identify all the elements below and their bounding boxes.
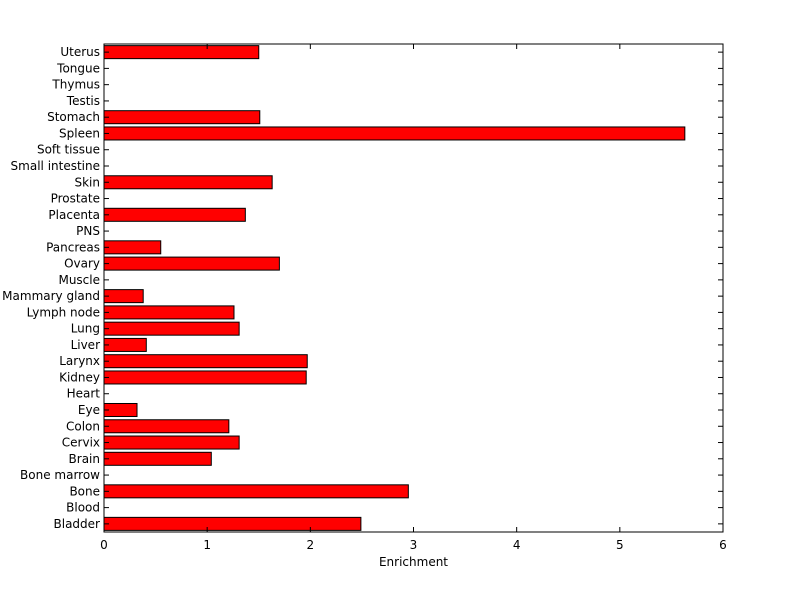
y-tick-label-colon: Colon <box>66 419 100 433</box>
bar-lung <box>103 321 240 336</box>
y-tick-label-larynx: Larynx <box>59 354 100 368</box>
y-tick-label-placenta: Placenta <box>48 208 100 222</box>
bar-placenta <box>103 207 246 222</box>
bar-cervix <box>103 435 240 450</box>
bar-brain <box>103 451 212 466</box>
bar-ovary <box>103 256 280 271</box>
y-tick-label-pancreas: Pancreas <box>46 240 100 254</box>
bar-bone <box>103 484 409 499</box>
y-tick-label-stomach: Stomach <box>47 110 100 124</box>
y-tick-label-uterus: Uterus <box>60 45 100 59</box>
y-tick-label-tongue: Tongue <box>56 61 100 75</box>
x-tick-label-0: 0 <box>100 538 108 552</box>
y-tick-label-thymus: Thymus <box>51 78 100 92</box>
bar-stomach <box>103 110 261 125</box>
x-tick-label-5: 5 <box>616 538 624 552</box>
bar-lymph-node <box>103 305 235 320</box>
x-tick-label-3: 3 <box>410 538 418 552</box>
bar-liver <box>103 337 147 352</box>
y-tick-label-cervix: Cervix <box>62 436 100 450</box>
bar-uterus <box>103 45 260 60</box>
y-tick-label-spleen: Spleen <box>59 126 100 140</box>
bar-pancreas <box>103 240 162 255</box>
bar-skin <box>103 175 273 190</box>
y-tick-label-pns: PNS <box>76 224 100 238</box>
x-axis-label: Enrichment <box>379 555 448 569</box>
y-tick-label-skin: Skin <box>74 175 100 189</box>
bars-group <box>103 45 686 531</box>
x-tick-label-6: 6 <box>719 538 727 552</box>
y-tick-label-prostate: Prostate <box>51 192 100 206</box>
y-tick-label-lymph-node: Lymph node <box>27 305 100 319</box>
y-tick-label-lung: Lung <box>71 322 100 336</box>
y-tick-label-kidney: Kidney <box>59 370 100 384</box>
y-tick-label-bone-marrow: Bone marrow <box>20 468 100 482</box>
bar-bladder <box>103 516 362 531</box>
bar-spleen <box>103 126 686 141</box>
y-tick-label-brain: Brain <box>69 452 100 466</box>
y-tick-label-testis: Testis <box>66 94 100 108</box>
bar-larynx <box>103 354 308 369</box>
bar-kidney <box>103 370 307 385</box>
y-tick-label-liver: Liver <box>71 338 101 352</box>
x-tick-label-1: 1 <box>203 538 211 552</box>
y-tick-label-small-intestine: Small intestine <box>11 159 100 173</box>
bar-mammary-gland <box>103 289 144 304</box>
y-tick-label-heart: Heart <box>67 387 101 401</box>
x-tick-label-4: 4 <box>513 538 521 552</box>
y-tick-label-soft-tissue: Soft tissue <box>37 143 100 157</box>
y-tick-label-mammary-gland: Mammary gland <box>2 289 100 303</box>
y-tick-label-bone: Bone <box>69 484 100 498</box>
labels-group: Bladder Blood Bone Bone marrow Brain Cervix Co… <box>2 45 727 552</box>
y-tick-label-eye: Eye <box>78 403 100 417</box>
x-tick-label-2: 2 <box>307 538 315 552</box>
y-tick-label-bladder: Bladder <box>54 517 101 531</box>
y-tick-label-ovary: Ovary <box>64 257 100 271</box>
y-tick-label-blood: Blood <box>66 501 100 515</box>
bar-colon <box>103 419 230 434</box>
ticks-group <box>103 44 724 532</box>
y-tick-label-muscle: Muscle <box>58 273 100 287</box>
